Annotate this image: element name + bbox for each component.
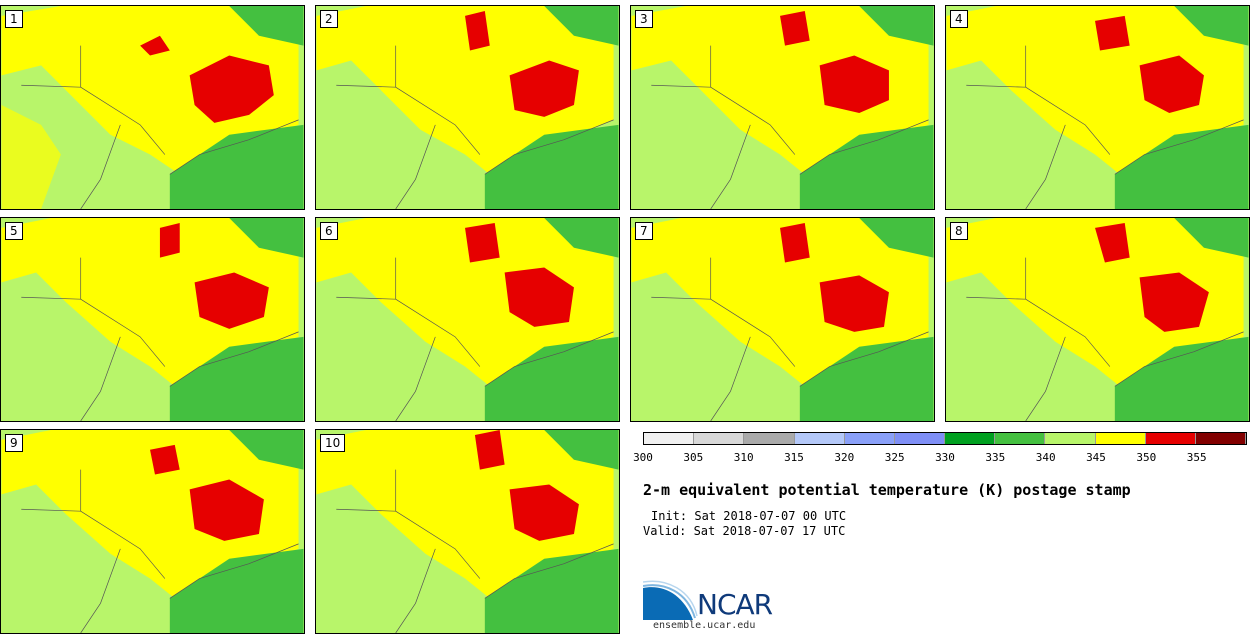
colorbar-tick-label: 325 (884, 451, 905, 464)
colorbar-tick-label: 320 (834, 451, 855, 464)
map-8 (946, 218, 1249, 421)
colorbar-tick-label: 300 (633, 451, 653, 464)
colorbar-segment (644, 433, 695, 444)
map-2 (316, 6, 619, 209)
colorbar-segment (894, 433, 946, 444)
colorbar-segment (1095, 433, 1146, 444)
panel-number: 8 (950, 222, 968, 240)
colorbar-segment (1195, 433, 1247, 444)
colorbar-segment (1145, 433, 1196, 444)
panel-number: 5 (5, 222, 23, 240)
stamp-panel-6: 6 (315, 217, 620, 422)
panel-number: 2 (320, 10, 338, 28)
stamp-panel-4: 4 (945, 5, 1250, 210)
colorbar-tick-label: 340 (1035, 451, 1056, 464)
stamp-panel-1: 1 (0, 5, 305, 210)
colorbar-tick-label: 310 (733, 451, 754, 464)
panel-number: 9 (5, 434, 23, 452)
map-10 (316, 430, 619, 633)
logo-url: ensemble.ucar.edu (653, 620, 756, 631)
stamp-panel-2: 2 (315, 5, 620, 210)
map-3 (631, 6, 934, 209)
colorbar-tick-label: 315 (784, 451, 804, 464)
colorbar-tick-label: 350 (1136, 451, 1157, 464)
map-9 (1, 430, 304, 633)
colorbar-tick-label: 355 (1186, 451, 1207, 464)
colorbar (643, 432, 1247, 445)
panel-number: 10 (320, 434, 346, 452)
colorbar-segment (744, 433, 795, 444)
colorbar-tick-label: 335 (985, 451, 1006, 464)
colorbar-tick-label: 330 (935, 451, 955, 464)
panel-number: 1 (5, 10, 23, 28)
map-7 (631, 218, 934, 421)
colorbar-segment (995, 433, 1046, 444)
colorbar-tick-label: 305 (683, 451, 704, 464)
colorbar-ticks: 300 305 310 315 320 325 330 335 340 345 350 355 (633, 451, 1247, 467)
colorbar-segment (844, 433, 895, 444)
map-4 (946, 6, 1249, 209)
colorbar-segment (1045, 433, 1096, 444)
valid-time: Valid: Sat 2018-07-07 17 UTC (643, 524, 846, 538)
map-1 (1, 6, 304, 209)
stamp-panel-5: 5 (0, 217, 305, 422)
map-6 (316, 218, 619, 421)
ncar-logo-icon (643, 580, 698, 620)
panel-number: 7 (635, 222, 653, 240)
stamp-panel-3: 3 (630, 5, 935, 210)
colorbar-tick-label: 345 (1086, 451, 1106, 464)
colorbar-segment (945, 433, 996, 444)
stamp-panel-8: 8 (945, 217, 1250, 422)
stamp-panel-7: 7 (630, 217, 935, 422)
plot-title: 2-m equivalent potential temperature (K)… (643, 481, 1131, 499)
panel-number: 6 (320, 222, 338, 240)
colorbar-segment (794, 433, 845, 444)
colorbar-segment (694, 433, 745, 444)
panel-number: 3 (635, 10, 653, 28)
panel-number: 4 (950, 10, 968, 28)
stamp-panel-9: 9 (0, 429, 305, 634)
stamp-panel-10: 10 (315, 429, 620, 634)
map-5 (1, 218, 304, 421)
logo-text: NCAR (697, 588, 773, 621)
init-time: Init: Sat 2018-07-07 00 UTC (651, 509, 847, 523)
